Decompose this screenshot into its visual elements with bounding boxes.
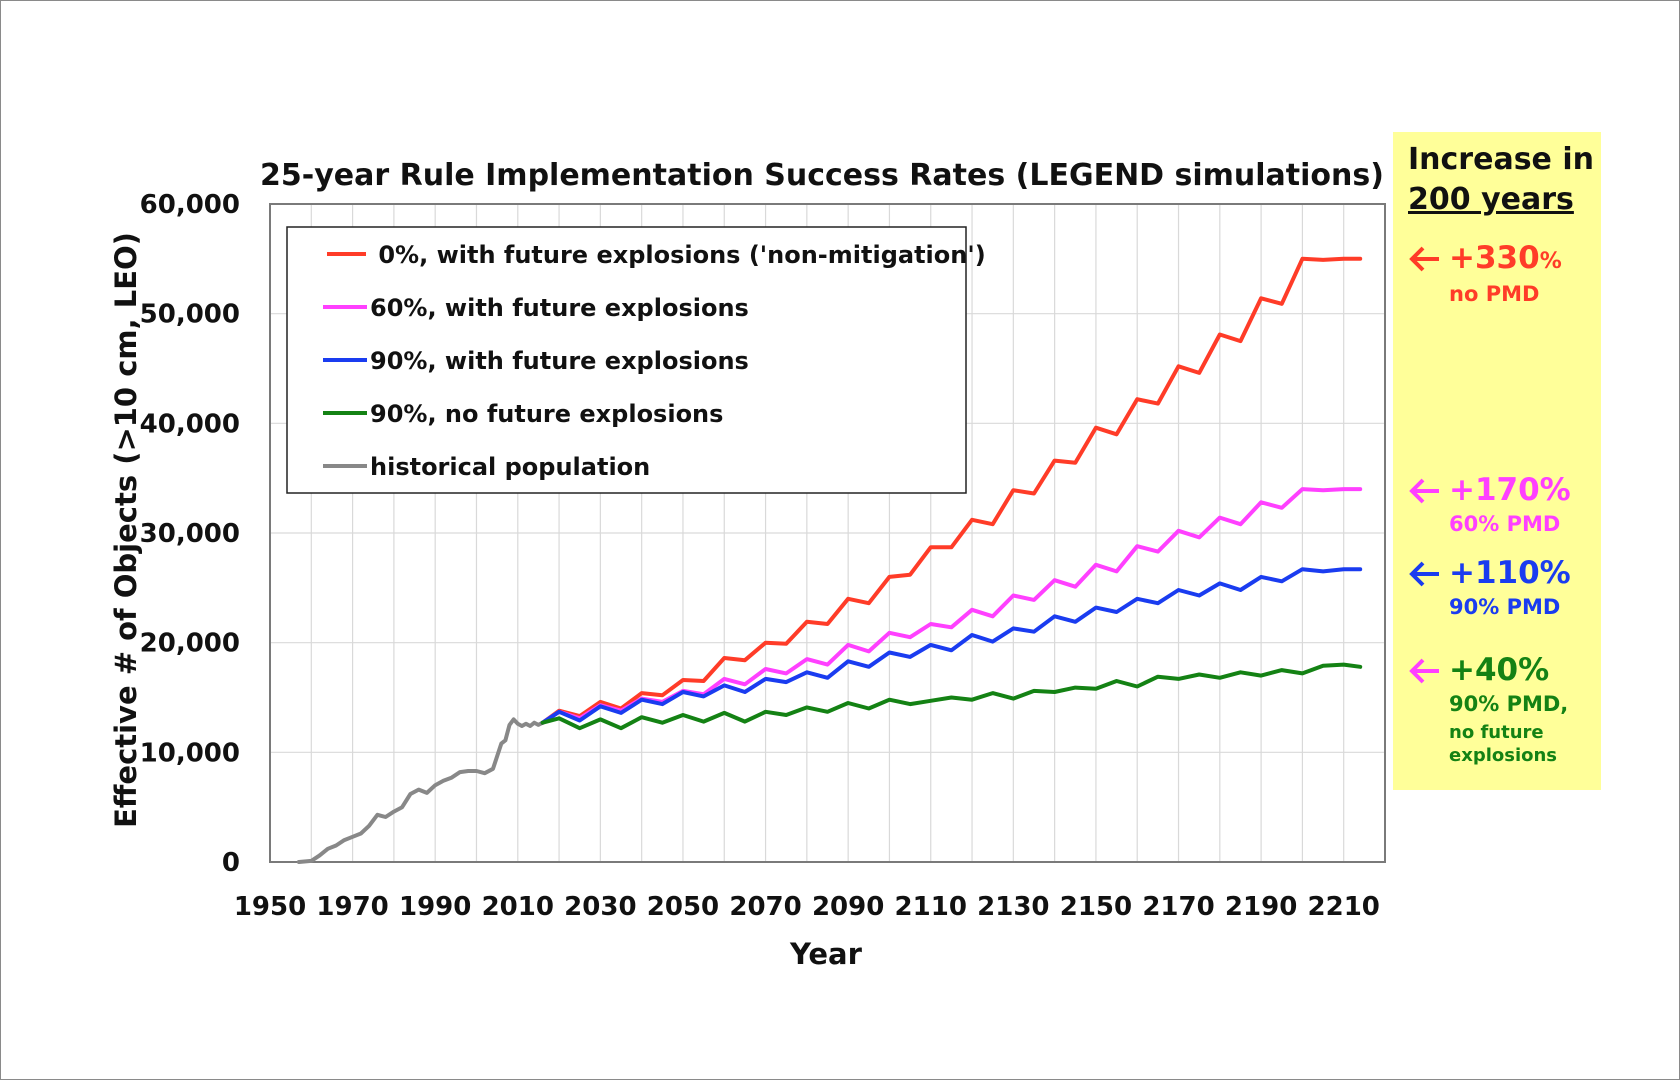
left-arrow-icon	[1409, 561, 1439, 587]
x-tick-label: 1990	[399, 892, 471, 922]
annotation-label: no future	[1449, 722, 1544, 743]
legend-label: historical population	[370, 453, 650, 481]
left-arrow-icon	[1409, 246, 1439, 272]
y-tick-labels: 0 10,000 20,000 30,000 40,000 50,000 60,000	[140, 190, 240, 878]
y-tick-label: 60,000	[140, 190, 240, 220]
panel-heading: Increase in	[1408, 142, 1594, 177]
x-tick-label: 2110	[895, 892, 967, 922]
legend-label: 90%, no future explosions	[370, 400, 723, 428]
legend-label: 0%, with future explosions ('non-mitigat…	[370, 241, 986, 269]
series-line	[540, 662, 1363, 731]
annotation-label: explosions	[1449, 745, 1558, 766]
series-line	[540, 567, 1363, 725]
increase-value: +40%	[1449, 652, 1550, 688]
x-tick-label: 2150	[1060, 892, 1132, 922]
left-arrow-icon	[1409, 478, 1439, 504]
y-tick-label: 10,000	[140, 738, 240, 768]
x-tick-label: 2130	[977, 892, 1049, 922]
annotation-label: 90% PMD,	[1449, 692, 1569, 716]
y-axis-title: Effective # of Objects (>10 cm, LEO)	[109, 232, 143, 828]
legend-label: 60%, with future explosions	[370, 294, 749, 322]
y-tick-label: 40,000	[140, 409, 240, 439]
x-axis-title: Year	[789, 937, 863, 971]
x-tick-label: 2210	[1308, 892, 1380, 922]
y-tick-label: 0	[222, 848, 240, 878]
x-tick-label: 2050	[647, 892, 719, 922]
series-line	[540, 487, 1363, 725]
plot-area-border	[269, 203, 1386, 863]
x-tick-label: 1950	[234, 892, 306, 922]
series-line	[296, 717, 545, 864]
legend: 0%, with future explosions ('non-mitigat…	[286, 226, 986, 494]
increase-value: +330%	[1449, 240, 1562, 276]
series-line	[540, 256, 1363, 725]
panel-heading-underlined: 200 years	[1408, 182, 1574, 217]
annotation-label: 60% PMD	[1449, 512, 1561, 536]
x-tick-label: 2170	[1142, 892, 1214, 922]
increase-value: +170%	[1449, 472, 1571, 508]
x-tick-label: 2190	[1225, 892, 1297, 922]
legend-label: 90%, with future explosions	[370, 347, 749, 375]
series-lines	[296, 256, 1363, 864]
y-tick-label: 50,000	[140, 300, 240, 330]
x-tick-label: 1970	[316, 892, 388, 922]
x-tick-label: 2010	[482, 892, 554, 922]
x-tick-label: 2030	[564, 892, 636, 922]
increase-panel: Increase in 200 years +330% no PMD +170%…	[1393, 132, 1601, 790]
increase-value: +110%	[1449, 555, 1571, 591]
x-tick-label: 2090	[812, 892, 884, 922]
y-tick-label: 20,000	[140, 629, 240, 659]
x-tick-labels: 1950 1970 1990 2010 2030 2050 2070 2090 2110 2130…	[234, 892, 1380, 922]
left-arrow-icon	[1409, 658, 1439, 684]
x-tick-label: 2070	[729, 892, 801, 922]
annotation-label: 90% PMD	[1449, 595, 1561, 619]
chart-title: 25-year Rule Implementation Success Rate…	[260, 158, 1384, 193]
legend-box	[286, 226, 967, 494]
annotation-label: no PMD	[1449, 282, 1540, 306]
y-tick-label: 30,000	[140, 519, 240, 549]
